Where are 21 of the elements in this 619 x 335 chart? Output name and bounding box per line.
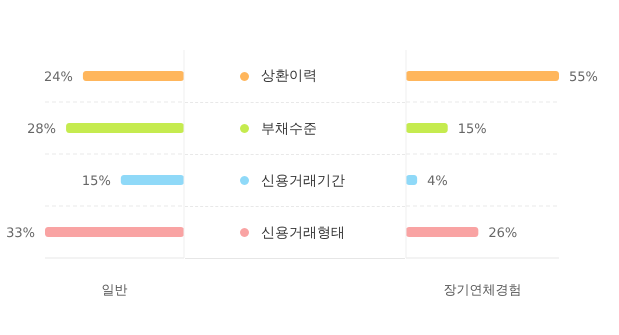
bar [120, 175, 184, 185]
y-tick-label: 신용거래기간 [261, 172, 345, 190]
bar [406, 227, 478, 237]
y-tick-label: 신용거래형태 [261, 224, 345, 242]
data-label: 15% [458, 122, 487, 137]
bar [406, 123, 448, 133]
bar [66, 123, 184, 133]
bar [82, 71, 184, 81]
bar [45, 227, 184, 237]
data-label: 33% [6, 226, 35, 241]
y-tick-label: 부채수준 [261, 120, 317, 138]
data-label: 24% [44, 70, 73, 85]
data-label: 4% [427, 174, 448, 189]
data-label: 55% [569, 70, 598, 85]
data-label: 15% [82, 174, 111, 189]
x-axis-title: 장기연체경험 [444, 283, 522, 298]
data-label: 26% [488, 226, 518, 241]
bar [406, 71, 559, 81]
data-label: 28% [27, 122, 56, 137]
y-tick-label: 상환이력 [261, 67, 317, 85]
x-axis-title: 일반 [102, 283, 128, 298]
